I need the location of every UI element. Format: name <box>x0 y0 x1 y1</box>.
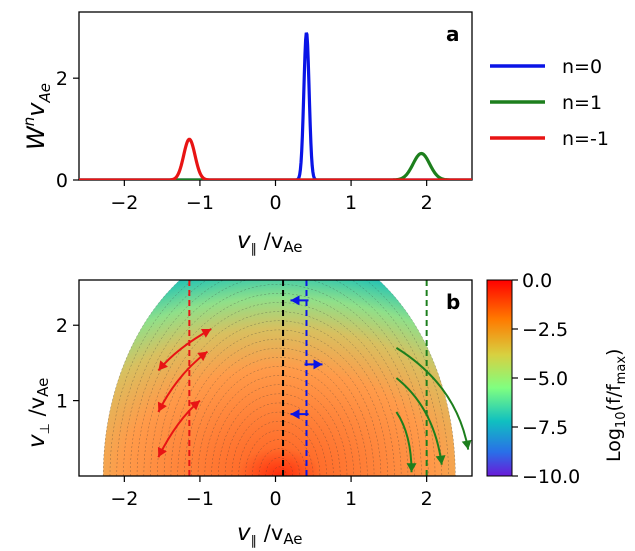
colorbar-tick-label: −2.5 <box>522 319 568 341</box>
contour-lines <box>102 280 456 476</box>
contour-line <box>197 366 361 476</box>
arrow-head <box>197 351 208 362</box>
contour-line <box>258 448 300 476</box>
contour-line <box>218 393 341 476</box>
contour-line <box>272 466 287 476</box>
colorbar-tick-label: 0.0 <box>522 270 552 292</box>
y-tick-label: 0 <box>56 170 68 192</box>
x-tick-label: −1 <box>186 488 214 510</box>
contour-line <box>109 280 449 476</box>
contour-line <box>191 357 368 476</box>
y-tick-label: 2 <box>56 68 68 90</box>
panel-b-heatmap <box>102 280 472 476</box>
arrow-head <box>406 463 417 473</box>
colorbar-label: Log10(f/fmax) <box>603 349 629 462</box>
colorbar-tick-label: −10.0 <box>522 466 580 488</box>
contour-line <box>177 338 382 476</box>
x-tick-label: −2 <box>110 192 138 214</box>
contour-line <box>150 302 409 476</box>
contour-line <box>204 375 355 476</box>
y-tick-label: 2 <box>56 315 68 337</box>
x-tick-label: −2 <box>110 488 138 510</box>
panel-a-label: a <box>446 22 460 46</box>
contour-line <box>251 439 307 476</box>
distribution-heatmap <box>103 280 456 476</box>
colorbar-ticks: 0.0 −2.5 −5.0 −7.5 −10.0 <box>512 270 580 488</box>
contour-line <box>130 280 429 476</box>
x-tick-label: 0 <box>269 192 281 214</box>
contour-line <box>116 280 443 476</box>
y-tick-label: 1 <box>56 391 68 413</box>
panel-a-x-ticks: −2 −1 0 1 2 <box>110 180 433 214</box>
panel-a-y-ticks: 02 <box>56 68 79 192</box>
panel-b-xlabel: v∥ /vAe <box>237 520 303 549</box>
series-line-n=1 <box>79 151 472 180</box>
panel-a: −2 −1 0 1 2 02 a WnvAe v∥ /vAe n=0n=1n=-1 <box>20 11 609 257</box>
x-tick-label: 1 <box>345 488 357 510</box>
resonance-lines <box>188 280 428 476</box>
x-tick-label: 2 <box>421 488 433 510</box>
contour-line <box>170 329 388 476</box>
legend-label: n=0 <box>562 56 602 78</box>
arrow-head <box>158 360 168 371</box>
legend-label: n=1 <box>562 92 602 114</box>
panel-b-ylabel: v⊥ /vAe <box>24 378 53 448</box>
colorbar <box>486 279 513 477</box>
panel-a-legend: n=0 n=1 n=-1 <box>490 56 609 150</box>
series-line-n=0 <box>79 32 472 180</box>
colorbar-tick-label: −7.5 <box>522 417 568 439</box>
contour-line <box>163 320 395 476</box>
contour-line <box>184 347 375 476</box>
arrow-head <box>435 455 446 465</box>
panel-a-series <box>79 32 472 180</box>
contour-line <box>102 280 456 476</box>
contour-line <box>143 293 415 476</box>
contour-line <box>224 402 334 476</box>
arrow-head <box>200 328 212 338</box>
x-tick-label: 2 <box>421 192 433 214</box>
arrow-head <box>157 401 167 412</box>
x-tick-label: −1 <box>186 192 214 214</box>
arrow-head <box>313 359 323 370</box>
contour-line <box>157 311 402 476</box>
diffusion-arrow <box>395 377 443 465</box>
arrow-head <box>290 295 300 306</box>
x-tick-label: 1 <box>345 192 357 214</box>
contour-line <box>136 283 422 476</box>
contour-line <box>231 411 327 476</box>
panel-b-y-ticks: 12 <box>56 315 79 413</box>
diffusion-arrows <box>157 295 472 473</box>
panel-b-x-ticks: −2 −1 0 1 2 <box>110 476 433 510</box>
arrow-head <box>290 409 300 420</box>
contour-line <box>238 420 321 476</box>
panel-a-xlabel: v∥ /vAe <box>237 228 303 257</box>
legend-label: n=-1 <box>562 128 609 150</box>
arrow-head <box>189 400 200 411</box>
arrow-head <box>461 439 472 450</box>
contour-line <box>265 457 294 476</box>
colorbar-tick-label: −5.0 <box>522 368 568 390</box>
contour-line <box>123 280 436 476</box>
contour-line <box>211 384 348 476</box>
arrow-head <box>157 446 167 458</box>
series-line-n=-1 <box>79 137 472 180</box>
panel-a-ylabel: WnvAe <box>20 83 54 150</box>
panel-b: −2 −1 0 1 2 12 b v⊥ /vAe v∥ /vAe 0.0−2.5−5.0… <box>24 270 629 549</box>
diffusion-arrow <box>395 346 470 450</box>
panel-a-frame <box>78 11 473 181</box>
x-tick-label: 0 <box>269 488 281 510</box>
panel-b-label: b <box>446 290 460 314</box>
